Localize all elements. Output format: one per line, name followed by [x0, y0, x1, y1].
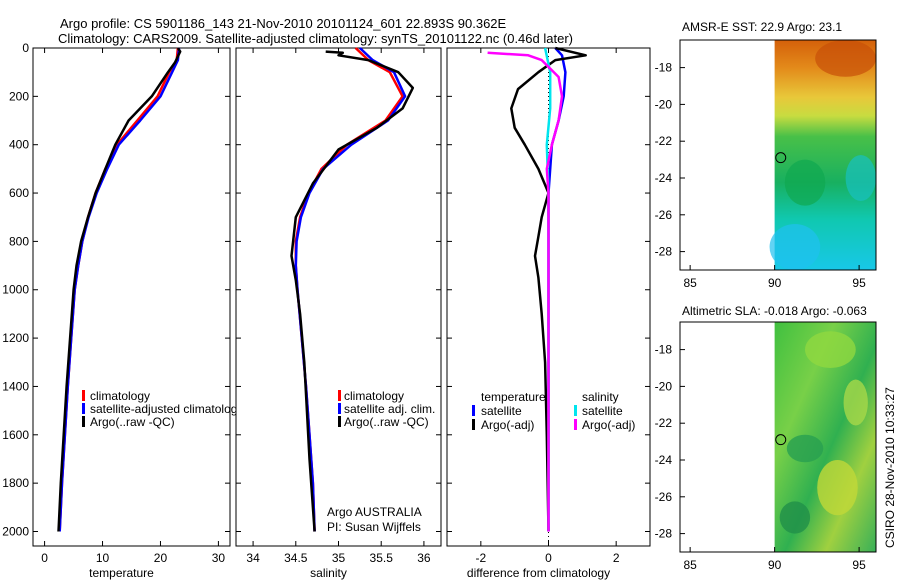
temperature-ytick-label: 1000 [2, 283, 29, 297]
sla_map-argo-location-marker [775, 434, 787, 446]
difference-xtick-label: 0 [545, 551, 552, 565]
diff-legend-temperature-title: temperature [481, 390, 546, 404]
sla_map-xtick-label: 90 [768, 558, 782, 572]
figure-title-line1: Argo profile: CS 5901186_143 21-Nov-2010… [60, 16, 507, 31]
sst-temperature-patch [845, 155, 876, 201]
temperature-xtick-label: 20 [154, 551, 168, 565]
sla_map-frame [679, 321, 877, 553]
temperature-ytick-label: 400 [9, 138, 29, 152]
sla_map-xtick-label: 95 [852, 558, 866, 572]
sla_map-title: Altimetric SLA: -0.018 Argo: -0.063 [682, 304, 867, 318]
sst_map-xtick-label: 95 [852, 276, 866, 290]
temperature-xtick-label: 30 [212, 551, 226, 565]
temperature-ytick-label: 1400 [2, 379, 29, 393]
temperature-ytick-label: 200 [9, 89, 29, 103]
sst_map-xtick-label: 85 [683, 276, 697, 290]
diff-legend-sal-swatch [574, 419, 577, 430]
sst_map-frame [679, 39, 877, 271]
sst_map-argo-location-marker [775, 152, 787, 164]
temperature-legend-swatch [82, 403, 85, 414]
temperature-legend-label: satellite-adjusted climatology [90, 402, 243, 416]
diff-legend-temp-label: Argo(-adj) [481, 418, 534, 432]
sst_map-xtick-label: 90 [768, 276, 782, 290]
salinity-xtick-label: 36 [417, 551, 431, 565]
salinity-frame [235, 47, 442, 547]
salinity-xtick-label: 35.5 [370, 551, 394, 565]
difference-series-temperature-argo-adj- [510, 46, 587, 532]
salinity-legend-swatch [338, 390, 341, 401]
temperature-ytick-label: 800 [9, 234, 29, 248]
diff-legend-sal-label: satellite [582, 404, 623, 418]
salinity-xtick-label: 34.5 [284, 551, 308, 565]
diff-legend-temp-swatch [472, 419, 475, 430]
salinity-legend-label: climatology [344, 389, 404, 403]
temperature-legend-swatch [82, 390, 85, 401]
sst-temperature-patch [815, 40, 876, 77]
temperature-ytick-label: 1200 [2, 331, 29, 345]
sst_map-ytick-label: -24 [655, 171, 673, 185]
sla-map-panel: Altimetric SLA: -0.018 Argo: -0.063 85 90 9… [655, 304, 877, 572]
temperature-ytick-label: 1800 [2, 476, 29, 490]
sla_map-ytick-label: -18 [655, 343, 673, 357]
temperature-ytick-label: 1600 [2, 428, 29, 442]
sla_map-ytick-label: -28 [655, 527, 673, 541]
temperature-ytick-label: 600 [9, 186, 29, 200]
salinity-legend-label: Argo(..raw -QC) [344, 415, 429, 429]
diff-legend-temp-label: satellite [481, 404, 522, 418]
sla-anomaly-patch [817, 460, 858, 516]
salinity-series-argo-raw-qc- [290, 50, 415, 532]
sla_map-ytick-label: -22 [655, 416, 673, 430]
argo-country-annotation: Argo AUSTRALIA [327, 505, 422, 519]
salinity-panel: 34 34.5 35 35.5 36 salinity climatologysatelli… [235, 47, 442, 580]
difference-xtick-label: -2 [475, 551, 486, 565]
sla-anomaly-patch [786, 434, 824, 463]
difference-series-salinity-argo-adj- [487, 51, 564, 532]
salinity-xlabel: salinity [310, 566, 347, 580]
sst_map-title: AMSR-E SST: 22.9 Argo: 23.1 [682, 20, 842, 34]
salinity-legend-label: satellite adj. clim. [344, 402, 435, 416]
temperature-xlabel: temperature [89, 566, 154, 580]
temperature-xtick-label: 0 [41, 551, 48, 565]
salinity-xtick-label: 35 [332, 551, 346, 565]
temperature-legend-swatch [82, 416, 85, 427]
sla_map-ytick-label: -20 [655, 379, 673, 393]
sst-temperature-patch [769, 224, 821, 270]
sst_map-ytick-label: -20 [655, 97, 673, 111]
sla_map-xtick-label: 85 [683, 558, 697, 572]
figure-title-line2: Climatology: CARS2009. Satellite-adjuste… [58, 31, 573, 46]
temperature-series-argo-raw-qc- [57, 47, 182, 532]
salinity-legend-swatch [338, 403, 341, 414]
temperature-panel: 0 10 20 30 temperature 0 200 400 600 800 1000 1200 1… [2, 41, 243, 580]
temperature-xtick-label: 10 [96, 551, 110, 565]
temperature-ytick-label: 2000 [2, 524, 29, 538]
sla-anomaly-patch [779, 501, 811, 534]
sla_map-ytick-label: -24 [655, 453, 673, 467]
pi-annotation: PI: Susan Wijffels [327, 520, 421, 534]
diff-legend-temp-swatch [472, 405, 475, 416]
sla_map-ytick-label: -26 [655, 490, 673, 504]
salinity-xtick-label: 34 [246, 551, 260, 565]
sla-anomaly-patch [843, 379, 868, 426]
difference-xtick-label: 2 [613, 551, 620, 565]
sst_map-ytick-label: -28 [655, 245, 673, 259]
sst-temperature-patch [784, 159, 826, 206]
side-timestamp: CSIRO 28-Nov-2010 10:33:27 [883, 387, 897, 548]
diff-legend-sal-swatch [574, 405, 577, 416]
sst_map-ytick-label: -18 [655, 61, 673, 75]
temperature-legend-label: Argo(..raw -QC) [90, 415, 175, 429]
sst_map-ytick-label: -22 [655, 134, 673, 148]
temperature-legend-label: climatology [90, 389, 150, 403]
sst_map-ytick-label: -26 [655, 208, 673, 222]
diff-legend-sal-label: Argo(-adj) [582, 418, 635, 432]
salinity-legend-swatch [338, 416, 341, 427]
sst-map-panel: AMSR-E SST: 22.9 Argo: 23.1 85 90 95 -18 -20 -… [655, 20, 877, 290]
difference-xlabel: difference from climatology [467, 566, 610, 580]
temperature-ytick-label: 0 [22, 41, 29, 55]
sla-anomaly-patch [805, 331, 856, 368]
diff-legend-salinity-title: salinity [582, 390, 619, 404]
